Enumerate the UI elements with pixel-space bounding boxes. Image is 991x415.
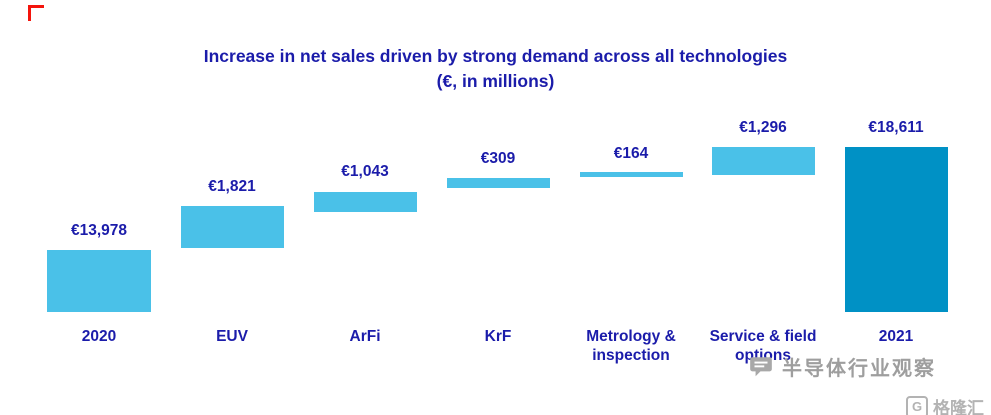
crop-mark-icon xyxy=(28,5,44,21)
watermark-text: 半导体行业观察 xyxy=(782,358,936,380)
bar-value-label-2021: €18,611 xyxy=(868,119,924,136)
chart-title-line1: Increase in net sales driven by strong d… xyxy=(203,46,788,66)
category-label-metrology: Metrology & inspection xyxy=(586,328,676,364)
bar-value-label-2020: €13,978 xyxy=(70,222,128,239)
footer-logo: G 格隆汇 xyxy=(906,394,984,415)
bar-arfi xyxy=(314,192,417,212)
bar-metrology xyxy=(580,172,683,177)
category-label-euv: EUV xyxy=(216,328,248,345)
category-label-krf: KrF xyxy=(484,328,512,345)
chart-title: Increase in net sales driven by strong d… xyxy=(0,44,991,94)
chat-bubble-icon xyxy=(748,354,774,380)
bar-value-label-metrology: €164 xyxy=(613,145,649,162)
bar-2021 xyxy=(845,147,948,312)
bar-value-label-arfi: €1,043 xyxy=(341,163,389,180)
bar-euv xyxy=(181,206,284,248)
category-label-arfi: ArFi xyxy=(349,328,381,345)
footer-logo-text: 格隆汇 xyxy=(933,399,984,415)
category-label-2020: 2020 xyxy=(81,328,117,345)
logo-g-icon: G xyxy=(906,395,928,415)
bar-value-label-euv: €1,821 xyxy=(208,178,256,195)
category-label-service: Service & field options xyxy=(709,328,817,364)
bar-value-label-krf: €309 xyxy=(480,150,516,167)
bar-service xyxy=(712,147,815,175)
bar-krf xyxy=(447,178,550,188)
chart-title-line2: (€, in millions) xyxy=(436,71,555,91)
bar-value-label-service: €1,296 xyxy=(739,119,787,136)
category-label-2021: 2021 xyxy=(878,328,914,345)
bar-2020 xyxy=(47,250,151,312)
watermark: 半导体行业观察 xyxy=(748,352,936,381)
